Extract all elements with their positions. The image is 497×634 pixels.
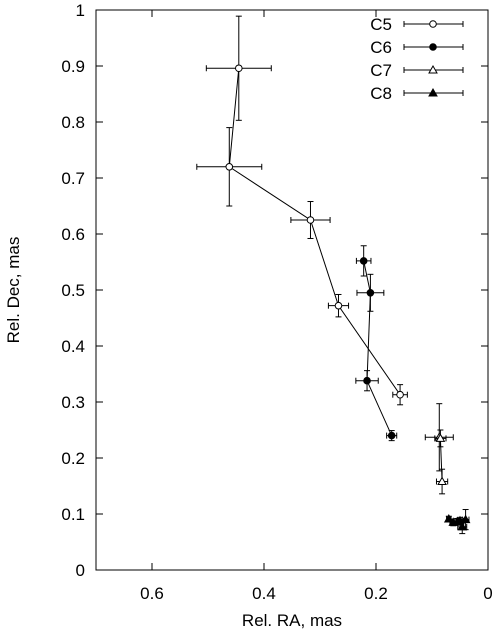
data-point: [366, 289, 375, 297]
y-tick-label: 1: [76, 1, 85, 20]
legend-item-c6: C6: [370, 38, 464, 57]
y-tick-label: 0.4: [61, 337, 85, 356]
legend-marker: [428, 64, 438, 74]
legend: C5 C6 C7 C8: [370, 15, 464, 103]
data-point: [460, 514, 471, 524]
axis-tick-labels: 0.6 0.4 0.2 0 0 0.1 0.2 0.3 0.4 0.5 0.6 0.7 0.8 0.9 1: [61, 1, 492, 603]
error-bar: [392, 384, 408, 406]
y-tick-label: 0.9: [61, 57, 85, 76]
series-layer: [196, 15, 471, 535]
legend-label: C8: [370, 84, 392, 103]
data-point: [235, 64, 243, 73]
x-tick-label: 0.4: [252, 584, 276, 603]
series-c5: [196, 15, 408, 406]
series-c6: [355, 245, 398, 442]
series-c8: [443, 509, 471, 535]
legend-marker: [429, 43, 437, 51]
y-tick-label: 0: [76, 561, 85, 580]
legend-label: C7: [370, 61, 392, 80]
x-tick-label: 0: [483, 584, 492, 603]
data-point: [396, 390, 404, 399]
legend-marker: [428, 87, 438, 97]
error-bar: [327, 293, 350, 318]
y-tick-label: 0.3: [61, 393, 85, 412]
y-tick-label: 0.6: [61, 225, 85, 244]
y-axis-title: Rel. Dec, mas: [4, 237, 23, 344]
data-point: [457, 521, 468, 531]
y-tick-label: 0.7: [61, 169, 85, 188]
series-c5-line: [228, 68, 401, 396]
x-axis-title: Rel. RA, mas: [242, 611, 342, 630]
legend-label: C6: [370, 38, 392, 57]
data-point: [437, 476, 447, 486]
legend-item-c8: C8: [370, 84, 464, 103]
data-point: [435, 433, 446, 442]
legend-marker: [429, 20, 437, 28]
legend-label: C5: [370, 15, 392, 34]
series-c7: [424, 403, 454, 495]
x-tick-label: 0.6: [140, 584, 164, 603]
data-point: [334, 301, 343, 310]
y-tick-label: 0.1: [61, 505, 85, 524]
data-point: [306, 216, 315, 224]
data-point: [387, 431, 396, 440]
legend-item-c7: C7: [370, 61, 464, 80]
data-point: [225, 163, 234, 171]
y-tick-label: 0.2: [61, 449, 85, 468]
y-tick-label: 0.8: [61, 113, 85, 132]
y-tick-label: 0.5: [61, 281, 85, 300]
x-tick-label: 0.2: [364, 584, 388, 603]
legend-item-c5: C5: [370, 15, 464, 34]
series-c6-line: [363, 260, 393, 436]
data-point: [363, 376, 371, 385]
axis-ticks: [96, 9, 489, 571]
data-point: [359, 257, 368, 265]
plot-frame: [95, 9, 489, 571]
